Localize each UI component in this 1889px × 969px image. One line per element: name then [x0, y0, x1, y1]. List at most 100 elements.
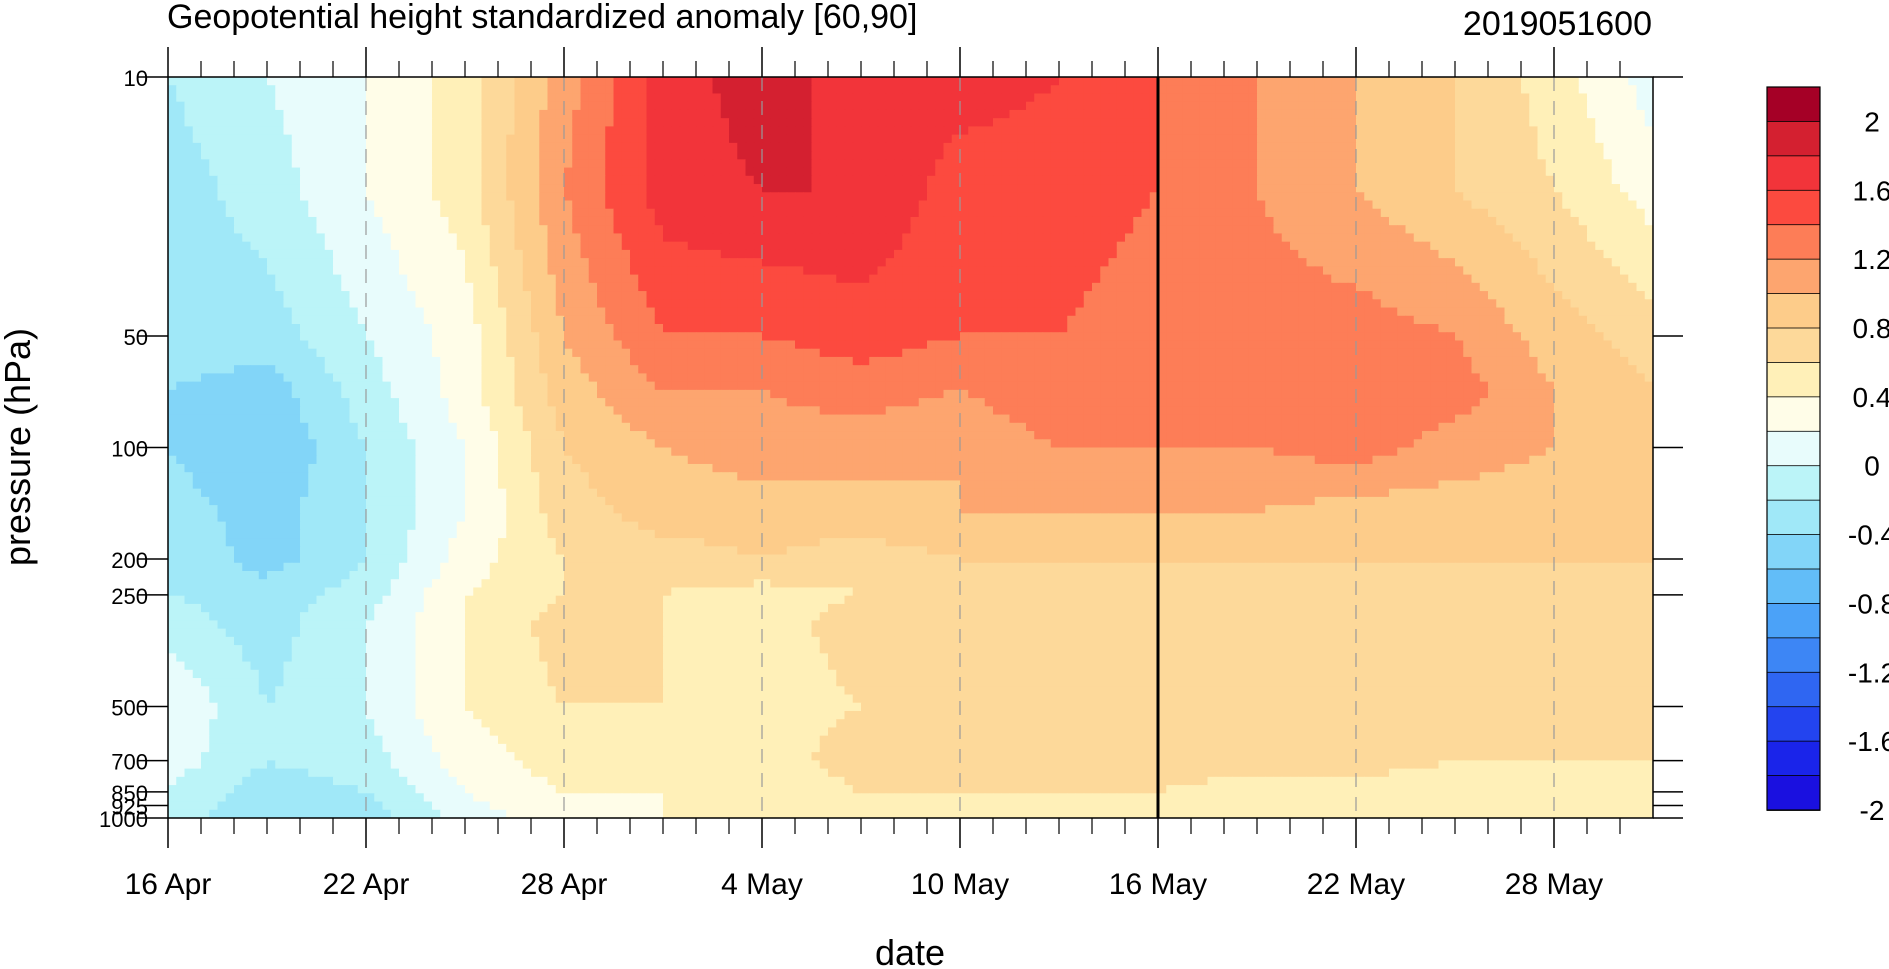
contour-cell — [515, 102, 524, 111]
contour-cell — [968, 233, 977, 242]
contour-cell — [688, 201, 697, 210]
contour-cell — [861, 126, 870, 135]
contour-cell — [1348, 266, 1357, 275]
contour-cell — [358, 168, 367, 177]
contour-cell — [1340, 102, 1349, 111]
contour-cell — [308, 209, 317, 218]
contour-cell — [333, 93, 342, 102]
contour-cell — [704, 242, 713, 251]
contour-cell — [168, 209, 177, 218]
contour-cell — [490, 102, 499, 111]
contour-cell — [572, 118, 581, 127]
contour-cell — [234, 77, 243, 86]
contour-cell — [1076, 135, 1085, 144]
contour-cell — [655, 266, 664, 275]
contour-cell — [465, 77, 474, 86]
contour-cell — [416, 135, 425, 144]
contour-cell — [1274, 110, 1283, 119]
contour-cell — [1373, 176, 1382, 185]
contour-cell — [869, 93, 878, 102]
contour-cell — [968, 184, 977, 193]
contour-cell — [1142, 143, 1151, 152]
contour-cell — [614, 217, 623, 226]
contour-cell — [944, 93, 953, 102]
contour-cell — [655, 77, 664, 86]
contour-cell — [1373, 85, 1382, 94]
contour-cell — [548, 118, 557, 127]
contour-cell — [886, 184, 895, 193]
contour-cell — [1290, 209, 1299, 218]
contour-cell — [1282, 201, 1291, 210]
contour-cell — [713, 217, 722, 226]
contour-cell — [688, 225, 697, 234]
contour-cell — [1224, 126, 1233, 135]
contour-cell — [721, 85, 730, 94]
contour-cell — [556, 93, 565, 102]
contour-cell — [1208, 258, 1217, 267]
contour-cell — [977, 201, 986, 210]
contour-cell — [647, 217, 656, 226]
contour-cell — [383, 126, 392, 135]
contour-cell — [803, 110, 812, 119]
contour-cell — [317, 176, 326, 185]
contour-cell — [671, 151, 680, 160]
contour-cell — [564, 209, 573, 218]
contour-cell — [1373, 266, 1382, 275]
contour-cell — [680, 135, 689, 144]
contour-cell — [729, 176, 738, 185]
contour-cell — [647, 85, 656, 94]
contour-cell — [1356, 110, 1365, 119]
contour-cell — [548, 159, 557, 168]
contour-cell — [1034, 77, 1043, 86]
contour-cell — [605, 85, 614, 94]
contour-cell — [787, 143, 796, 152]
contour-cell — [688, 192, 697, 201]
contour-cell — [399, 135, 408, 144]
contour-cell — [935, 209, 944, 218]
contour-cell — [185, 110, 194, 119]
contour-cell — [919, 275, 928, 284]
contour-cell — [803, 275, 812, 284]
contour-cell — [1628, 176, 1637, 185]
contour-cell — [663, 250, 672, 259]
contour-cell — [209, 184, 218, 193]
contour-cell — [1034, 93, 1043, 102]
contour-cell — [284, 168, 293, 177]
contour-cell — [845, 151, 854, 160]
contour-cell — [886, 85, 895, 94]
contour-cell — [1521, 77, 1530, 86]
contour-cell — [1406, 135, 1415, 144]
contour-cell — [251, 233, 260, 242]
contour-cell — [902, 258, 911, 267]
contour-cell — [1175, 242, 1184, 251]
contour-cell — [292, 159, 301, 168]
contour-cell — [383, 77, 392, 86]
contour-cell — [308, 85, 317, 94]
contour-cell — [350, 192, 359, 201]
contour-cell — [754, 93, 763, 102]
contour-cell — [770, 102, 779, 111]
contour-cell — [1389, 93, 1398, 102]
contour-cell — [275, 217, 284, 226]
contour-cell — [713, 275, 722, 284]
contour-cell — [630, 192, 639, 201]
contour-cell — [1612, 209, 1621, 218]
contour-cell — [284, 135, 293, 144]
contour-cell — [185, 77, 194, 86]
contour-cell — [416, 102, 425, 111]
contour-cell — [1092, 126, 1101, 135]
contour-cell — [1447, 151, 1456, 160]
contour-cell — [663, 225, 672, 234]
contour-cell — [1257, 110, 1266, 119]
contour-cell — [836, 159, 845, 168]
contour-cell — [935, 258, 944, 267]
contour-cell — [308, 225, 317, 234]
contour-cell — [1496, 85, 1505, 94]
contour-cell — [812, 192, 821, 201]
contour-cell — [902, 118, 911, 127]
contour-cell — [1315, 151, 1324, 160]
contour-cell — [729, 250, 738, 259]
contour-cell — [1571, 126, 1580, 135]
contour-cell — [1356, 209, 1365, 218]
contour-cell — [605, 266, 614, 275]
